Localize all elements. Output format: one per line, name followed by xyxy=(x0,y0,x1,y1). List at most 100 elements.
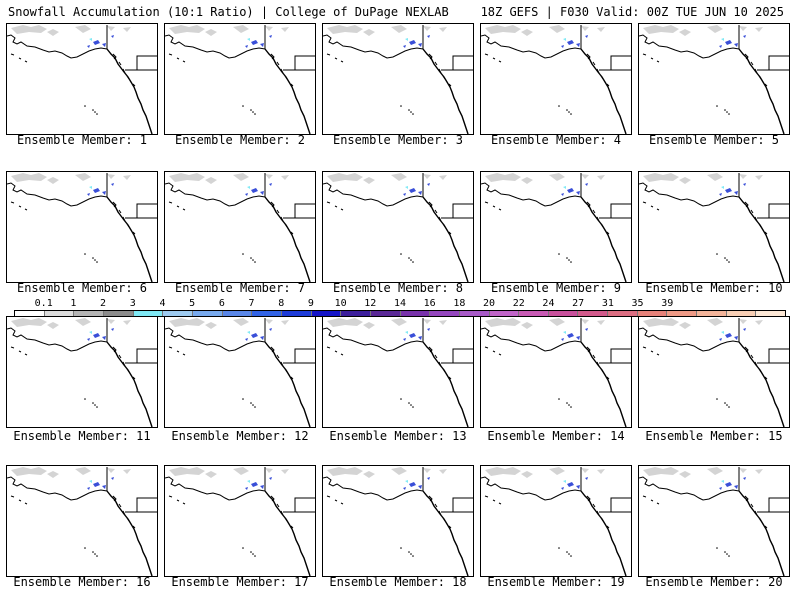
hawaii-dot-4 xyxy=(412,261,414,263)
ensemble-map-member-18 xyxy=(322,465,474,577)
legend-labels: 0.1 1 2 3 4 5 6 7 8 9 10 12 14 16 18 20 22 24 27 31 35 39 xyxy=(14,298,786,310)
panhandle-coast xyxy=(422,196,469,282)
border-lines xyxy=(580,25,631,71)
legend-swatch xyxy=(370,311,401,316)
hawaii-dot-2 xyxy=(566,402,568,404)
snow-cyan xyxy=(89,38,92,41)
border-lines xyxy=(580,173,631,219)
snow-light xyxy=(643,467,763,478)
ensemble-map-member-8 xyxy=(322,171,474,283)
alaska-coast xyxy=(481,476,582,501)
alaska-coast xyxy=(165,34,266,59)
hawaii-dot-3 xyxy=(726,553,728,555)
hawaii-dot-3 xyxy=(94,259,96,261)
legend-label: 31 xyxy=(601,298,614,309)
border-lines xyxy=(422,467,473,513)
hawaii-dot-3 xyxy=(726,111,728,113)
snow-heavy xyxy=(245,35,272,48)
legend-label: 6 xyxy=(218,298,225,309)
islands xyxy=(586,495,610,529)
border-lines xyxy=(738,25,789,71)
legend-label: 4 xyxy=(159,298,166,309)
hawaii-dot-1 xyxy=(400,398,402,400)
legend-swatch xyxy=(192,311,223,316)
alaska-coast xyxy=(481,182,582,207)
legend-label: 24 xyxy=(542,298,555,309)
hawaii-dot-3 xyxy=(252,404,254,406)
alaska-coast xyxy=(639,327,740,352)
border-lines xyxy=(422,173,473,219)
legend-label: 35 xyxy=(631,298,644,309)
aleutians xyxy=(10,495,28,505)
hawaii-dot-2 xyxy=(250,257,252,259)
map-outline xyxy=(323,25,473,134)
islands xyxy=(112,53,136,87)
snow-cyan xyxy=(405,38,408,41)
hawaii-dot-1 xyxy=(84,105,86,107)
snow-heavy xyxy=(87,328,114,341)
panhandle-coast xyxy=(580,196,627,282)
aleutians xyxy=(642,495,660,505)
alaska-coast xyxy=(7,476,108,501)
panhandle-coast xyxy=(106,48,153,134)
snow-heavy xyxy=(245,328,272,341)
hawaii-dot-1 xyxy=(716,398,718,400)
aleutians xyxy=(10,201,28,211)
snow-light xyxy=(643,25,763,36)
member-caption: Ensemble Member: 13 xyxy=(329,429,467,443)
snow-light xyxy=(169,318,289,329)
hawaii-dot-1 xyxy=(558,398,560,400)
member-caption: Ensemble Member: 11 xyxy=(13,429,151,443)
snow-cyan xyxy=(721,331,724,334)
ensemble-map-member-5 xyxy=(638,23,790,135)
hawaii-dot-4 xyxy=(254,555,256,557)
islands xyxy=(428,346,452,380)
snow-heavy xyxy=(561,35,588,48)
legend-label: 12 xyxy=(364,298,377,309)
hawaii-dot-4 xyxy=(728,261,730,263)
hawaii-dot-2 xyxy=(250,109,252,111)
snow-heavy xyxy=(245,477,272,490)
hawaii-dot-2 xyxy=(724,257,726,259)
ensemble-map-member-14 xyxy=(480,316,632,428)
member-caption: Ensemble Member: 7 xyxy=(174,281,306,295)
ensemble-map-member-13 xyxy=(322,316,474,428)
legend-label: 1 xyxy=(70,298,77,309)
map-outline xyxy=(7,25,157,134)
hawaii-dot-4 xyxy=(728,406,730,408)
hawaii-dot-2 xyxy=(566,257,568,259)
alaska-coast xyxy=(165,327,266,352)
snow-heavy xyxy=(561,477,588,490)
aleutians xyxy=(642,346,660,356)
alaska-coast xyxy=(481,327,582,352)
hawaii-dot-1 xyxy=(716,547,718,549)
panhandle-coast xyxy=(580,490,627,576)
legend-label: 3 xyxy=(129,298,136,309)
legend-swatch xyxy=(667,311,698,316)
run-valid-time: 18Z GEFS | F030 Valid: 00Z TUE JUN 10 20… xyxy=(480,5,784,19)
aleutians xyxy=(326,201,344,211)
map-outline xyxy=(7,318,157,427)
hawaii-dot-4 xyxy=(412,113,414,115)
snow-light xyxy=(11,173,131,184)
snow-cyan xyxy=(563,331,566,334)
hawaii-dot-3 xyxy=(568,259,570,261)
legend-swatch xyxy=(400,311,431,316)
hawaii-dot-1 xyxy=(84,398,86,400)
snow-cyan xyxy=(405,186,408,189)
aleutians xyxy=(484,495,502,505)
islands xyxy=(744,201,768,235)
islands xyxy=(270,53,294,87)
aleutians xyxy=(168,201,186,211)
aleutians xyxy=(168,346,186,356)
map-outline xyxy=(165,173,315,282)
aleutians xyxy=(484,53,502,63)
member-caption: Ensemble Member: 5 xyxy=(648,133,780,147)
legend-label: 18 xyxy=(453,298,466,309)
snow-cyan xyxy=(721,480,724,483)
islands xyxy=(744,495,768,529)
hawaii-dot-4 xyxy=(412,555,414,557)
hawaii-dot-2 xyxy=(724,551,726,553)
hawaii-dot-4 xyxy=(254,261,256,263)
alaska-coast xyxy=(7,327,108,352)
